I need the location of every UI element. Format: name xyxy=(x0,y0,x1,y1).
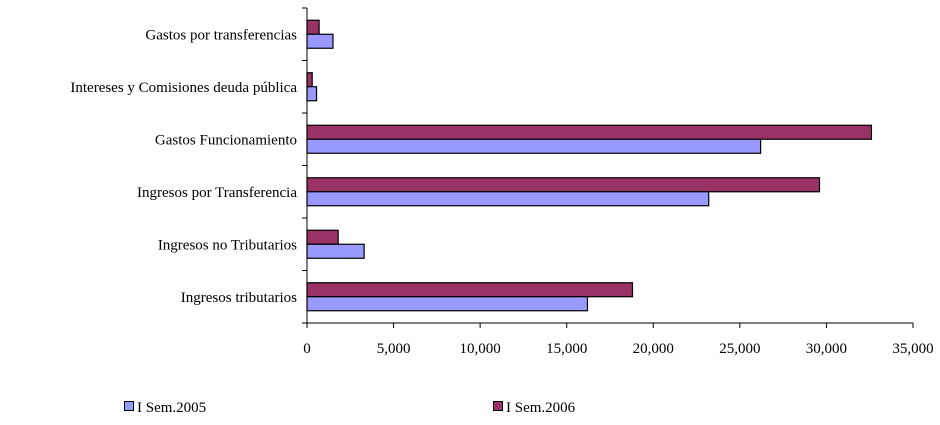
legend-swatch-2005 xyxy=(124,401,134,411)
category-label-ingresos-no-tributarios: Ingresos no Tributarios xyxy=(158,237,297,253)
legend-swatch-2006 xyxy=(493,401,503,411)
category-label-gastos-funcionamiento: Gastos Funcionamiento xyxy=(155,132,297,148)
bar-ingresos-no-tributarios-i-sem-2005 xyxy=(306,243,365,259)
x-tick-label: 35,000 xyxy=(892,341,933,357)
x-tick-label: 0 xyxy=(303,341,311,357)
x-tick-label: 5,000 xyxy=(377,341,411,357)
legend-label-2006: I Sem.2006 xyxy=(506,400,576,416)
bar-ingresos-por-transferencia-i-sem-2006 xyxy=(306,177,821,193)
bar-ingresos-tributarios-i-sem-2005 xyxy=(306,296,589,312)
x-tick-label: 10,000 xyxy=(460,341,501,357)
bar-intereses-y-comisiones-deuda-publica-i-sem-2005 xyxy=(306,86,318,102)
bar-gastos-funcionamiento-i-sem-2005 xyxy=(306,138,762,154)
bar-ingresos-por-transferencia-i-sem-2005 xyxy=(306,191,710,207)
bar-chart: 0 5,000 10,000 15,000 20,000 25,000 30,000 35,0… xyxy=(70,7,934,357)
x-tick-label: 30,000 xyxy=(806,341,847,357)
bar-gastos-funcionamiento-i-sem-2006 xyxy=(306,124,873,140)
labels-group: Gastos por transferencias Intereses y Com… xyxy=(70,27,297,306)
category-label-ingresos-por-transferencia: Ingresos por Transferencia xyxy=(137,185,297,201)
category-label-gastos-por-transferencias: Gastos por transferencias xyxy=(145,27,297,43)
bar-intereses-y-comisiones-deuda-publica-i-sem-2006 xyxy=(306,72,313,88)
x-tick-label: 25,000 xyxy=(719,341,760,357)
bar-ingresos-no-tributarios-i-sem-2006 xyxy=(306,229,339,245)
legend-item-2005: I Sem.2005 xyxy=(124,400,206,417)
legend-label-2005: I Sem.2005 xyxy=(137,400,207,416)
bar-gastos-por-transferencias-i-sem-2005 xyxy=(306,33,334,49)
bars-group xyxy=(306,19,873,312)
legend-item-2006: I Sem.2006 xyxy=(493,400,575,417)
category-label-ingresos-tributarios: Ingresos tributarios xyxy=(181,290,297,306)
category-label-intereses-y-comisiones-deuda-publica: Intereses y Comisiones deuda pública xyxy=(70,80,297,96)
axes-group: 0 5,000 10,000 15,000 20,000 25,000 30,000 35,0… xyxy=(302,7,934,357)
x-tick-label: 15,000 xyxy=(546,341,587,357)
bar-gastos-por-transferencias-i-sem-2006 xyxy=(306,19,320,35)
x-tick-label: 20,000 xyxy=(633,341,674,357)
bar-ingresos-tributarios-i-sem-2006 xyxy=(306,282,634,298)
